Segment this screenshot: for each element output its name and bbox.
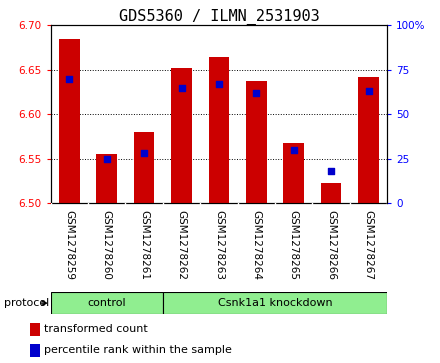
Point — [103, 156, 110, 162]
Bar — [30, 344, 40, 357]
Bar — [209, 57, 229, 203]
Text: GSM1278262: GSM1278262 — [176, 211, 187, 280]
Bar — [171, 68, 192, 203]
Text: GSM1278265: GSM1278265 — [289, 211, 299, 280]
Bar — [59, 39, 80, 203]
Text: GSM1278266: GSM1278266 — [326, 211, 336, 280]
Text: GSM1278261: GSM1278261 — [139, 211, 149, 280]
Bar — [321, 183, 341, 203]
Bar — [163, 292, 387, 314]
Text: GSM1278260: GSM1278260 — [102, 211, 112, 280]
Text: transformed count: transformed count — [44, 324, 148, 334]
Text: GSM1278264: GSM1278264 — [251, 211, 261, 280]
Point — [66, 76, 73, 82]
Text: Csnk1a1 knockdown: Csnk1a1 knockdown — [218, 298, 332, 308]
Point — [178, 85, 185, 90]
Point — [327, 168, 335, 174]
Bar — [30, 323, 40, 336]
Text: percentile rank within the sample: percentile rank within the sample — [44, 345, 232, 355]
Text: protocol: protocol — [4, 298, 50, 308]
Point — [253, 90, 260, 96]
Bar — [246, 81, 267, 203]
Point — [365, 88, 372, 94]
Bar — [358, 77, 379, 203]
Bar — [51, 292, 163, 314]
Point — [290, 147, 297, 153]
Point — [141, 151, 148, 156]
Bar — [283, 143, 304, 203]
Text: control: control — [88, 298, 126, 308]
Bar — [134, 132, 154, 203]
Bar — [96, 154, 117, 203]
Point — [216, 81, 223, 87]
Text: GSM1278267: GSM1278267 — [363, 211, 374, 280]
Text: GSM1278259: GSM1278259 — [64, 211, 74, 280]
Text: GSM1278263: GSM1278263 — [214, 211, 224, 280]
Title: GDS5360 / ILMN_2531903: GDS5360 / ILMN_2531903 — [118, 9, 319, 25]
